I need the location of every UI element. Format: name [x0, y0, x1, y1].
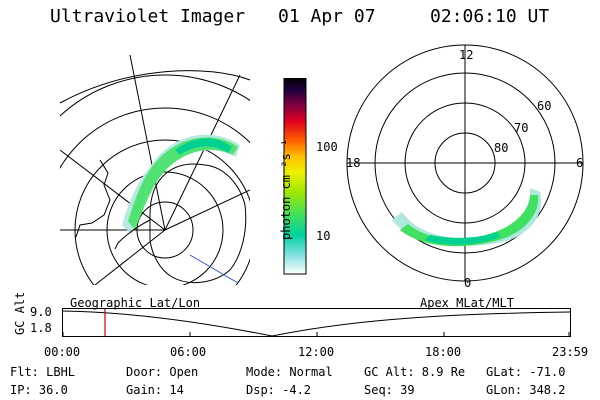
- mlt-label-18: 18: [346, 156, 361, 170]
- altitude-tick-high: 9.0: [30, 305, 52, 319]
- south-america-coastline: [75, 159, 111, 238]
- polar-aurora: [400, 195, 539, 247]
- map-boundary: [59, 70, 251, 104]
- time-tick-0000: 00:00: [44, 345, 81, 359]
- info-filter: Flt: LBHL: [10, 365, 76, 379]
- lon-line: [164, 189, 250, 231]
- info-door: Door: Open: [126, 365, 199, 379]
- time-tick-0600: 06:00: [170, 345, 207, 359]
- lon-line: [94, 229, 166, 285]
- instrument-title: Ultraviolet Imager: [50, 6, 246, 27]
- altitude-tick-low: 1.8: [30, 321, 52, 335]
- polar-plot: [346, 44, 584, 282]
- mlat-label-60: 60: [537, 99, 552, 113]
- time-tick-2359: 23:59: [552, 345, 589, 359]
- time-tick-1200: 12:00: [298, 345, 335, 359]
- left-map-label: Geographic Lat/Lon: [70, 296, 201, 310]
- antarctica-coastline: [149, 163, 247, 284]
- lon-line: [129, 55, 166, 231]
- polar-aurora-bright: [425, 232, 500, 245]
- lat-circle: [60, 74, 250, 117]
- lon-line: [60, 149, 166, 231]
- aurora-bright-region: [175, 138, 232, 155]
- right-map-label: Apex MLat/MLT: [420, 296, 514, 310]
- altitude-curve: [62, 310, 571, 337]
- info-glon: GLon: 348.2: [486, 383, 566, 397]
- lon-line: [164, 74, 241, 231]
- info-glat: GLat: -71.0: [486, 365, 566, 379]
- info-gain: Gain: 14: [126, 383, 184, 397]
- time-tick-1800: 18:00: [425, 345, 462, 359]
- info-ip: IP: 36.0: [10, 383, 68, 397]
- mlt-label-12: 12: [459, 48, 474, 62]
- colorbar-tick-10: 10: [316, 229, 331, 243]
- color-scale: [283, 78, 307, 275]
- terminator-line: [189, 254, 239, 284]
- mlt-label-0: 0: [464, 276, 472, 290]
- geographic-map: [59, 55, 251, 285]
- lat-circle: [60, 107, 250, 169]
- color-bar: [283, 78, 307, 275]
- time-label: 02:06:10 UT: [430, 6, 550, 27]
- mlt-label-6: 6: [576, 156, 584, 170]
- altitude-axis-title: GC Alt: [13, 291, 27, 335]
- colorbar-label: photon cm⁻²s⁻¹: [279, 138, 293, 240]
- altitude-panel: [62, 308, 571, 337]
- colorbar-tick-100: 100: [316, 140, 338, 154]
- date-label: 01 Apr 07: [278, 6, 376, 27]
- info-dsp: Dsp: -4.2: [246, 383, 312, 397]
- info-gc-alt: GC Alt: 8.9 Re: [364, 365, 466, 379]
- info-mode: Mode: Normal: [246, 365, 333, 379]
- antarctic-peninsula: [114, 219, 151, 250]
- mlat-label-70: 70: [514, 121, 529, 135]
- mlat-label-80: 80: [494, 141, 509, 155]
- info-seq: Seq: 39: [364, 383, 415, 397]
